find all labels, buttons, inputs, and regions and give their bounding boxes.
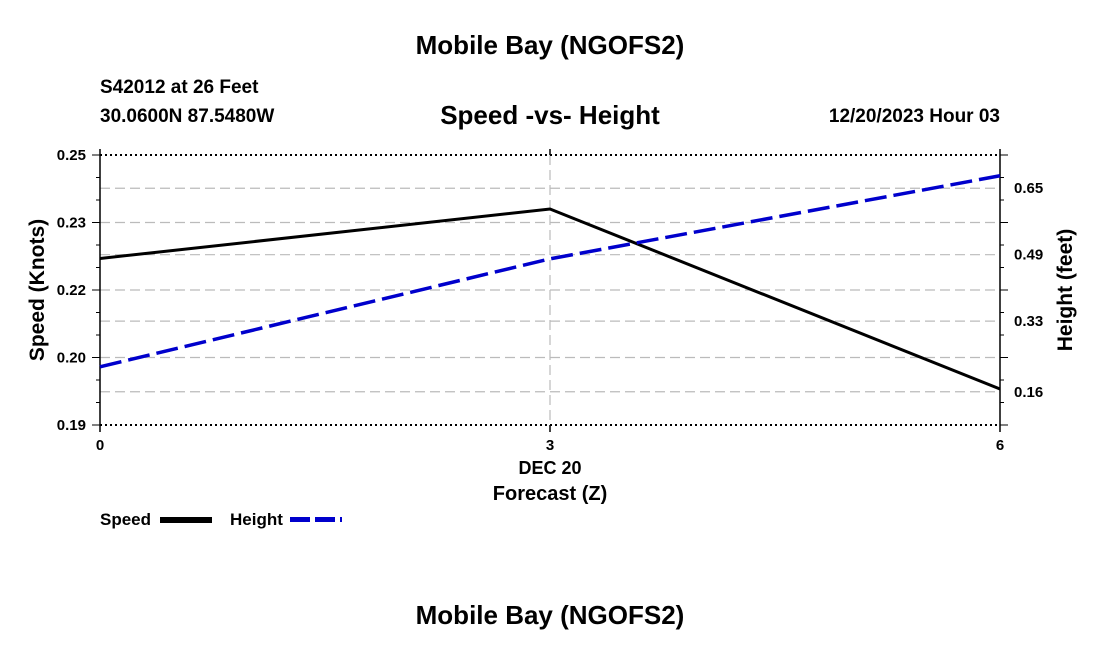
y2-tick-label-0: 0.16 bbox=[1014, 384, 1043, 401]
series-line-height bbox=[99, 174, 1001, 369]
y-tick-label-1: 0.20 bbox=[57, 350, 86, 367]
legend-speed-label: Speed bbox=[100, 510, 152, 529]
x-tick-label-1: 3 bbox=[546, 437, 554, 454]
legend-height-swatch bbox=[290, 517, 342, 522]
series-layer bbox=[99, 174, 1001, 391]
axes-layer bbox=[92, 149, 1008, 432]
station-label: S42012 at 26 Feet bbox=[100, 77, 259, 98]
x-axis-title: Forecast (Z) bbox=[493, 483, 607, 505]
chart-title: Speed -vs- Height bbox=[440, 100, 660, 130]
legend-height-label: Height bbox=[230, 510, 283, 529]
y2-tick-label-3: 0.65 bbox=[1014, 180, 1043, 197]
main-title: Mobile Bay (NGOFS2) bbox=[415, 30, 685, 60]
y-axis-title: Speed (Knots) bbox=[26, 219, 49, 361]
grid-layer bbox=[100, 155, 1000, 425]
y-tick-label-4: 0.25 bbox=[57, 147, 86, 164]
legend-speed-swatch bbox=[160, 517, 212, 523]
labels-layer: 0 3 6 0.19 0.20 0.22 0.23 0.25 0.16 0.33 0.49 0.65 D… bbox=[26, 147, 1077, 505]
series-line-speed bbox=[99, 207, 1001, 391]
x-tick-label-0: 0 bbox=[96, 437, 104, 454]
y2-tick-label-2: 0.49 bbox=[1014, 247, 1043, 264]
y2-tick-label-1: 0.33 bbox=[1014, 313, 1043, 330]
footer-title: Mobile Bay (NGOFS2) bbox=[415, 600, 685, 630]
x-axis-date-label: DEC 20 bbox=[518, 458, 581, 478]
y-tick-label-3: 0.23 bbox=[57, 215, 86, 232]
forecast-date-label: 12/20/2023 Hour 03 bbox=[828, 106, 1000, 127]
coordinates-label: 30.0600N 87.5480W bbox=[100, 106, 275, 127]
y-tick-label-0: 0.19 bbox=[57, 417, 86, 434]
y-tick-label-2: 0.22 bbox=[57, 282, 86, 299]
x-tick-label-2: 6 bbox=[996, 437, 1004, 454]
y2-axis-title: Height (feet) bbox=[1054, 229, 1077, 352]
